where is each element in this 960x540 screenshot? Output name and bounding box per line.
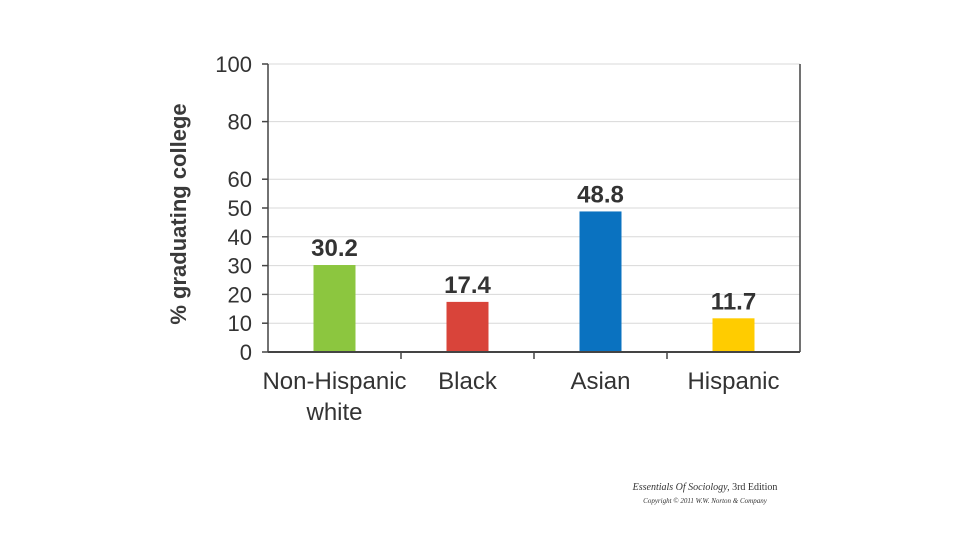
category-label-1: Black bbox=[438, 368, 498, 395]
category-label-0: Non-Hispanic white bbox=[262, 368, 406, 426]
category-line: Asian bbox=[570, 368, 630, 395]
bars bbox=[313, 211, 755, 352]
bar-1 bbox=[446, 301, 489, 352]
value-labels: 30.2 17.4 48.8 11.7 bbox=[311, 181, 756, 315]
axes bbox=[262, 63, 801, 359]
bar-2 bbox=[579, 211, 622, 352]
y-tick-label-0: 0 bbox=[240, 340, 252, 365]
source-caption: Essentials Of Sociology, 3rd Edition bbox=[560, 482, 850, 493]
copyright-text: Copyright © 2011 W.W. Norton & Company bbox=[643, 497, 767, 505]
value-label-1: 17.4 bbox=[444, 272, 491, 299]
bar-0 bbox=[313, 265, 356, 352]
y-tick-label-80: 80 bbox=[228, 110, 252, 135]
y-tick-label-60: 60 bbox=[228, 167, 252, 192]
y-axis-label: % graduating college bbox=[166, 103, 191, 324]
category-line: Black bbox=[438, 368, 498, 395]
value-label-0: 30.2 bbox=[311, 235, 358, 262]
category-label-3: Hispanic bbox=[687, 368, 779, 395]
grid-lines bbox=[268, 63, 800, 324]
category-line: white bbox=[305, 399, 362, 426]
y-tick-label-100: 100 bbox=[215, 52, 252, 77]
value-label-2: 48.8 bbox=[577, 181, 624, 208]
category-labels: Non-Hispanic white Black Asian Hispanic bbox=[262, 368, 779, 426]
category-line: Hispanic bbox=[687, 368, 779, 395]
y-tick-label-30: 30 bbox=[228, 254, 252, 279]
y-tick-label-10: 10 bbox=[228, 311, 252, 336]
category-line: Non-Hispanic bbox=[262, 368, 406, 395]
y-tick-labels: 0 10 20 30 40 50 60 80 100 bbox=[215, 52, 252, 365]
value-label-3: 11.7 bbox=[711, 288, 756, 315]
category-label-2: Asian bbox=[570, 368, 630, 395]
bar-3 bbox=[712, 318, 755, 352]
y-tick-label-40: 40 bbox=[228, 225, 252, 250]
book-title: Essentials Of Sociology, bbox=[632, 482, 730, 493]
y-tick-label-50: 50 bbox=[228, 196, 252, 221]
edition: 3rd Edition bbox=[729, 482, 778, 493]
y-tick-label-20: 20 bbox=[228, 282, 252, 307]
